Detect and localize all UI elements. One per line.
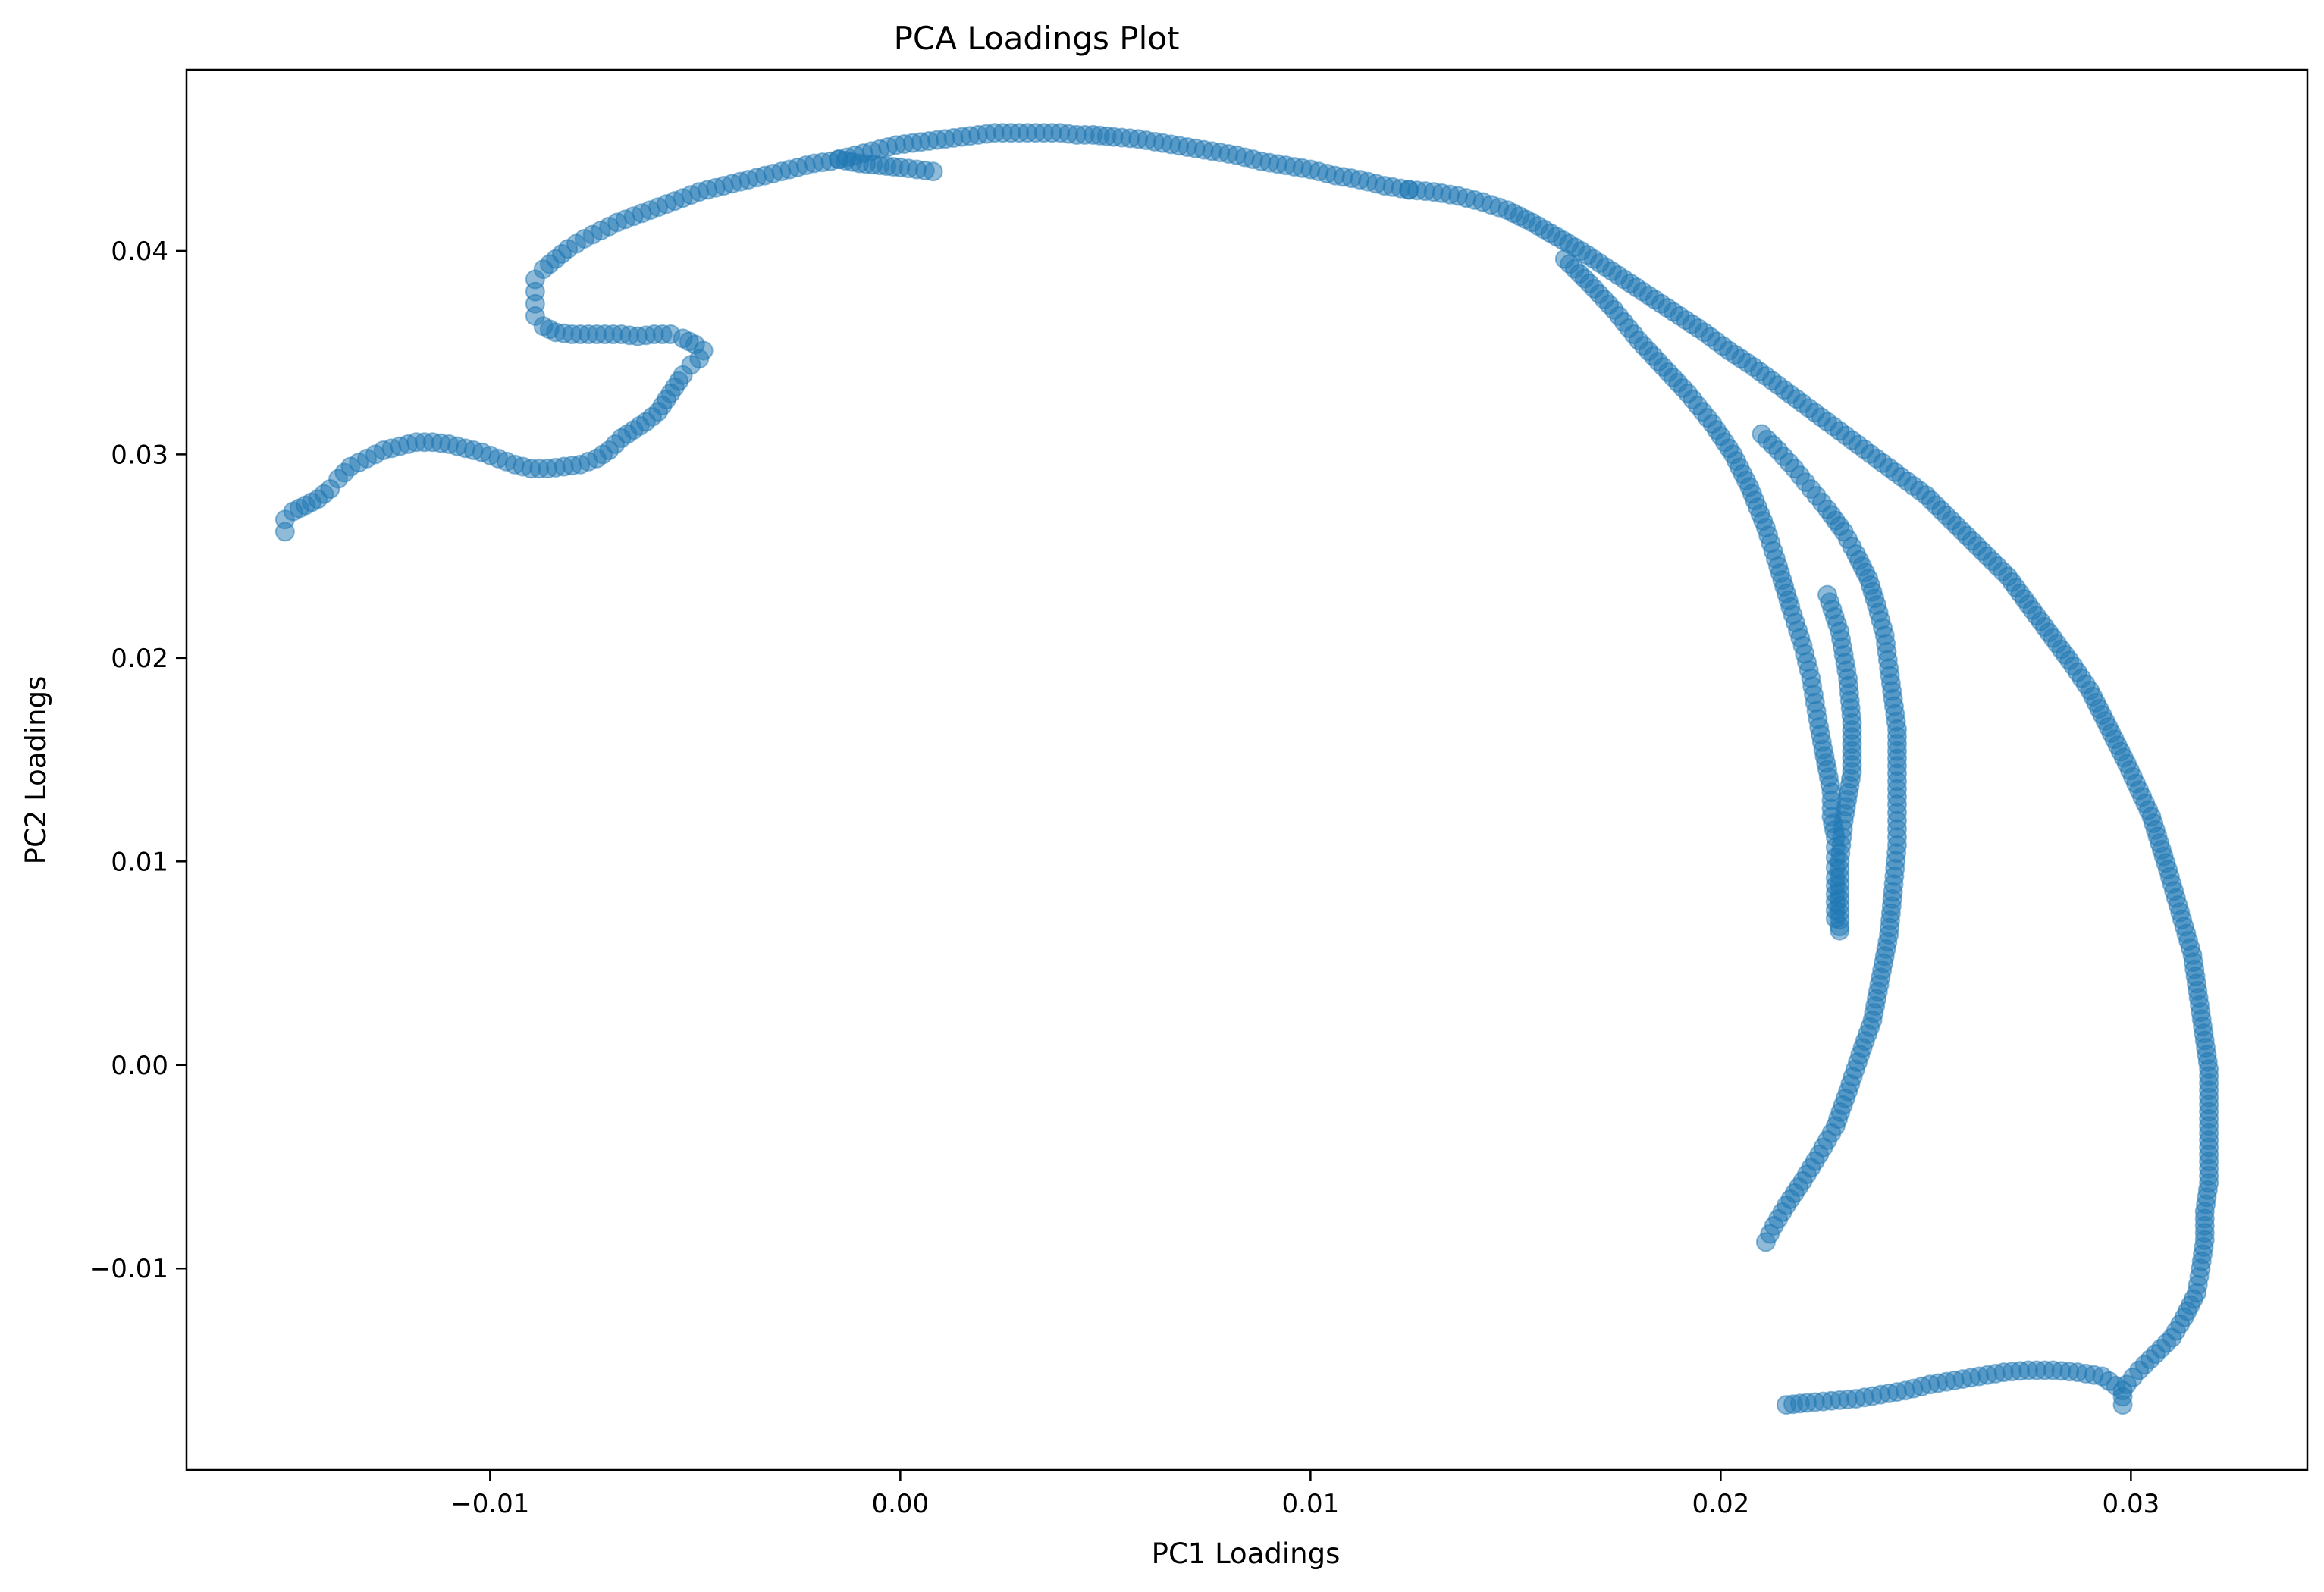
scatter-points (274, 123, 2219, 1415)
y-axis-ticks: −0.01 0.00 0.01 0.02 0.03 0.04 (89, 237, 187, 1284)
chart-title: PCA Loadings Plot (894, 20, 1180, 57)
y-tick-label: 0.03 (111, 440, 168, 470)
x-axis-ticks: −0.01 0.00 0.01 0.02 0.03 (450, 1470, 2159, 1519)
x-tick-label: 0.01 (1282, 1489, 1340, 1519)
y-tick-label: 0.00 (111, 1051, 168, 1081)
y-tick-label: 0.01 (111, 847, 168, 877)
y-tick-label: −0.01 (89, 1254, 168, 1284)
plot-frame (185, 68, 2309, 1471)
data-point (1755, 1232, 1776, 1252)
y-tick-label: 0.02 (111, 644, 168, 674)
x-tick-label: 0.00 (871, 1489, 929, 1519)
y-axis-label: PC2 Loadings (20, 676, 52, 865)
x-axis-label: PC1 Loadings (1152, 1537, 1341, 1570)
data-point (923, 161, 943, 182)
x-tick-label: 0.03 (2103, 1489, 2160, 1519)
data-point (1776, 1395, 1796, 1415)
x-tick-label: −0.01 (450, 1489, 529, 1519)
x-tick-label: 0.02 (1692, 1489, 1750, 1519)
y-tick-label: 0.04 (111, 237, 168, 267)
data-point (1830, 917, 1850, 937)
